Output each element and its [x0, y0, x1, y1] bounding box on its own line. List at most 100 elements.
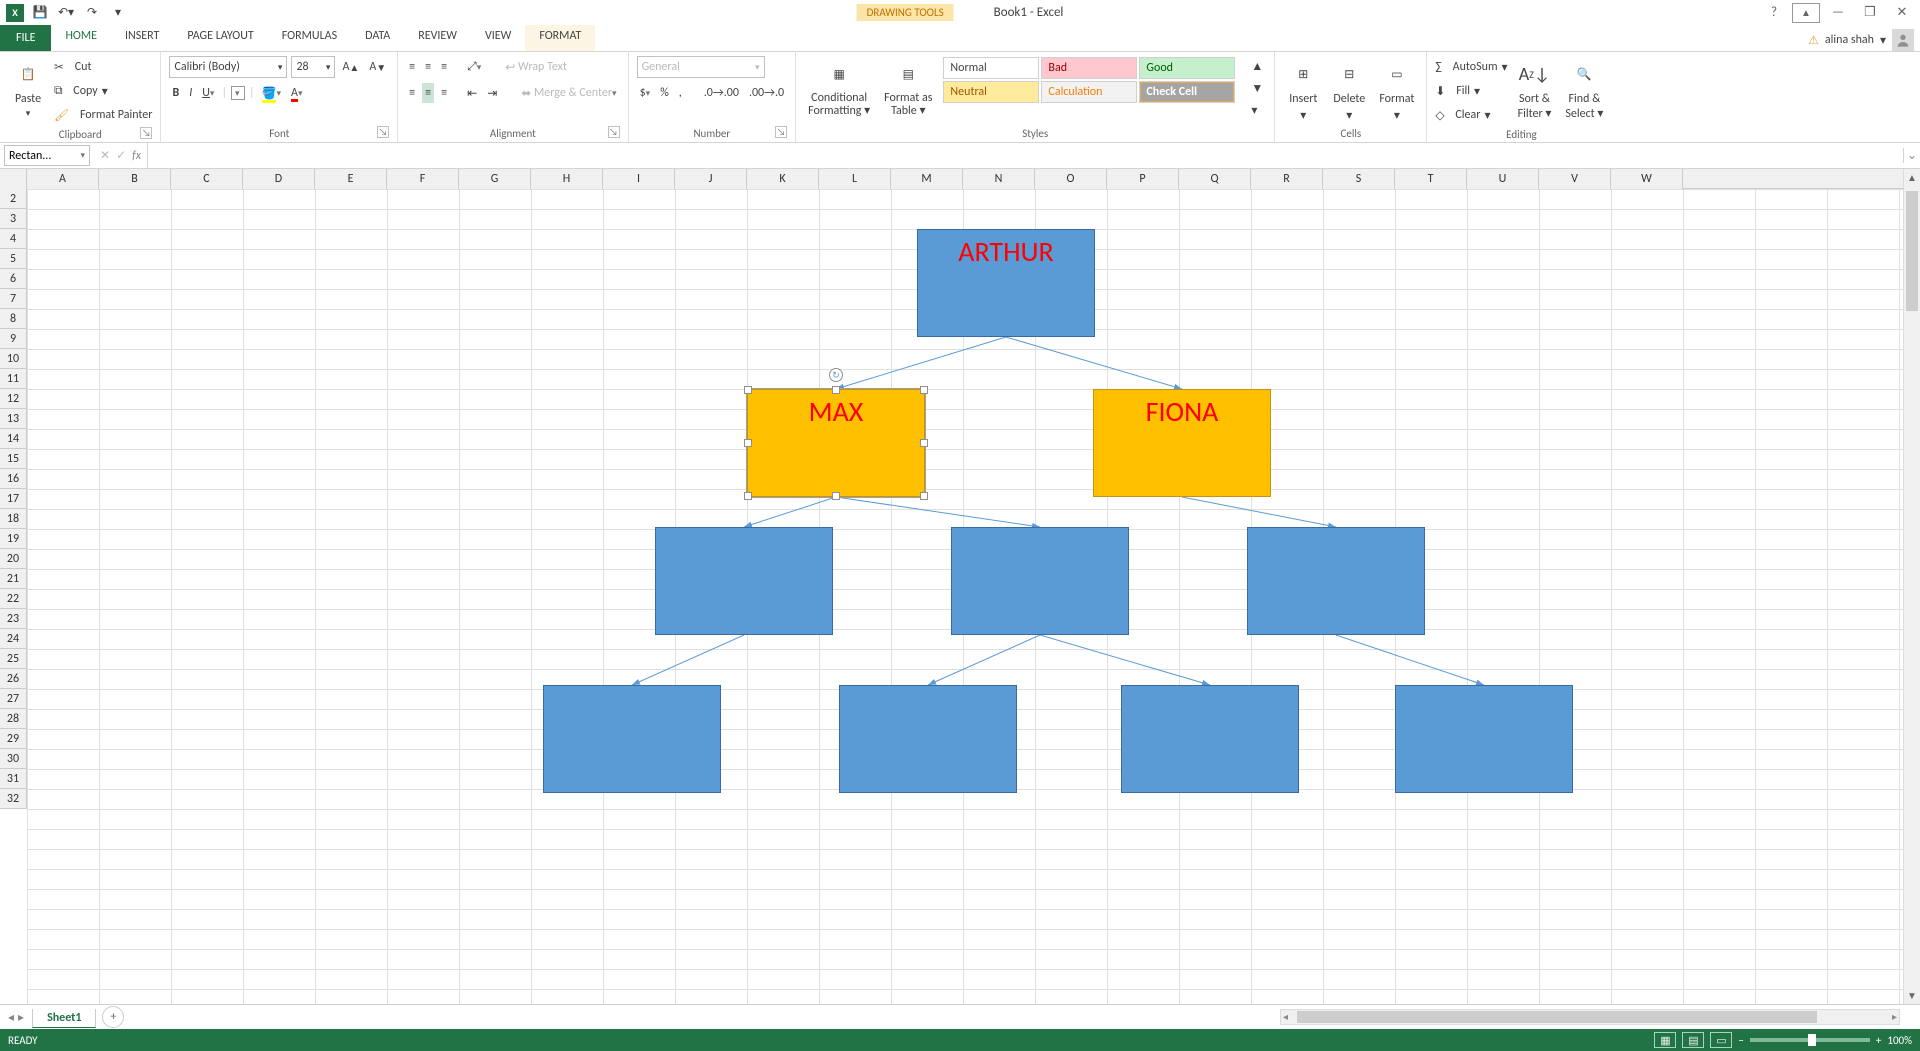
horizontal-scroll-thumb[interactable] — [1297, 1011, 1817, 1023]
vertical-scroll-thumb[interactable] — [1906, 191, 1918, 311]
qat-undo[interactable]: ↶▾ — [56, 3, 76, 23]
column-header-Q[interactable]: Q — [1179, 169, 1251, 189]
format-painter-button[interactable]: 🖌 Format Painter — [54, 104, 152, 126]
style-good[interactable]: Good — [1139, 57, 1235, 79]
border-button[interactable] — [231, 86, 245, 100]
fx-button[interactable]: fx — [132, 149, 141, 163]
horizontal-scrollbar[interactable]: ◂ ▸ — [1280, 1009, 1900, 1025]
comma-button[interactable]: , — [676, 83, 685, 103]
align-bottom-button[interactable]: ≡ — [438, 57, 450, 77]
row-header-31[interactable]: 31 — [0, 769, 26, 789]
row-header-17[interactable]: 17 — [0, 489, 26, 509]
view-page-break-button[interactable]: ▭ — [1710, 1032, 1732, 1048]
vertical-scrollbar[interactable]: ▲ ▼ — [1903, 169, 1920, 1004]
font-size-combo[interactable]: 28▾ — [291, 56, 335, 78]
tab-review[interactable]: REVIEW — [404, 25, 471, 51]
column-header-E[interactable]: E — [315, 169, 387, 189]
row-header-14[interactable]: 14 — [0, 429, 26, 449]
decrease-font-button[interactable]: A▼ — [366, 57, 389, 77]
row-header-21[interactable]: 21 — [0, 569, 26, 589]
qat-customize[interactable]: ▾ — [108, 3, 128, 23]
styles-more[interactable]: ▾ — [1248, 100, 1266, 120]
minimize-button[interactable]: — — [1824, 3, 1852, 23]
zoom-level[interactable]: 100% — [1887, 1034, 1912, 1047]
align-right-button[interactable]: ≡ — [438, 83, 450, 103]
row-header-23[interactable]: 23 — [0, 609, 26, 629]
tab-view[interactable]: VIEW — [471, 25, 525, 51]
shape-g1[interactable] — [543, 685, 721, 793]
row-header-8[interactable]: 8 — [0, 309, 26, 329]
orientation-button[interactable]: ⤢ — [464, 57, 484, 77]
font-name-combo[interactable]: Calibri (Body)▾ — [169, 56, 287, 78]
column-header-I[interactable]: I — [603, 169, 675, 189]
row-header-10[interactable]: 10 — [0, 349, 26, 369]
selection-handle[interactable] — [744, 386, 752, 394]
row-header-18[interactable]: 18 — [0, 509, 26, 529]
close-button[interactable]: ✕ — [1888, 3, 1916, 23]
clipboard-launcher[interactable]: ↘ — [140, 127, 152, 139]
align-center-button[interactable]: ≡ — [422, 83, 434, 103]
column-header-K[interactable]: K — [747, 169, 819, 189]
fill-button[interactable]: ⬇ Fill ▾ — [1435, 80, 1507, 102]
column-header-O[interactable]: O — [1035, 169, 1107, 189]
align-top-button[interactable]: ≡ — [406, 57, 418, 77]
column-header-V[interactable]: V — [1539, 169, 1611, 189]
column-header-R[interactable]: R — [1251, 169, 1323, 189]
selection-handle[interactable] — [920, 492, 928, 500]
view-page-layout-button[interactable]: ▤ — [1682, 1032, 1704, 1048]
selection-handle[interactable] — [744, 439, 752, 447]
formula-input[interactable] — [148, 143, 1903, 168]
row-header-32[interactable]: 32 — [0, 789, 26, 809]
paste-button[interactable]: 📋 Paste▾ — [8, 56, 48, 121]
increase-decimal-button[interactable]: .0→.00 — [701, 83, 742, 103]
format-cells-button[interactable]: ▭Format▾ — [1375, 56, 1418, 125]
formula-expand[interactable]: ⌄ — [1903, 148, 1920, 163]
column-header-D[interactable]: D — [243, 169, 315, 189]
accounting-format-button[interactable]: $ — [637, 83, 654, 103]
row-header-15[interactable]: 15 — [0, 449, 26, 469]
column-header-T[interactable]: T — [1395, 169, 1467, 189]
align-middle-button[interactable]: ≡ — [422, 57, 434, 77]
rotation-handle[interactable]: ↻ — [829, 368, 843, 382]
row-header-12[interactable]: 12 — [0, 389, 26, 409]
row-header-24[interactable]: 24 — [0, 629, 26, 649]
wrap-text-button[interactable]: ↩ Wrap Text — [502, 57, 570, 77]
row-header-6[interactable]: 6 — [0, 269, 26, 289]
align-left-button[interactable]: ≡ — [406, 83, 418, 103]
number-format-combo[interactable]: General▾ — [637, 56, 765, 78]
column-header-W[interactable]: W — [1611, 169, 1683, 189]
format-as-table-button[interactable]: ▤ Format asTable ▾ — [880, 56, 936, 120]
tab-formulas[interactable]: FORMULAS — [268, 25, 351, 51]
style-neutral[interactable]: Neutral — [943, 81, 1039, 103]
row-header-4[interactable]: 4 — [0, 229, 26, 249]
row-header-25[interactable]: 25 — [0, 649, 26, 669]
sheet-nav-first[interactable]: ◂ — [8, 1010, 14, 1025]
decrease-decimal-button[interactable]: .00→.0 — [746, 83, 787, 103]
styles-scroll-down[interactable]: ▼ — [1248, 78, 1266, 98]
row-header-3[interactable]: 3 — [0, 209, 26, 229]
tab-insert[interactable]: INSERT — [111, 25, 173, 51]
shape-c3[interactable] — [1247, 527, 1425, 635]
column-header-J[interactable]: J — [675, 169, 747, 189]
zoom-out-button[interactable]: − — [1738, 1034, 1743, 1047]
row-header-19[interactable]: 19 — [0, 529, 26, 549]
tab-home[interactable]: HOME — [51, 25, 111, 51]
ribbon-options-button[interactable]: ▲ — [1792, 3, 1820, 23]
account-menu[interactable]: ⚠ alina shah ▾ — [1802, 29, 1920, 51]
select-all-corner[interactable] — [0, 169, 27, 189]
selection-handle[interactable] — [744, 492, 752, 500]
row-header-11[interactable]: 11 — [0, 369, 26, 389]
help-button[interactable]: ? — [1760, 3, 1788, 23]
row-header-29[interactable]: 29 — [0, 729, 26, 749]
column-header-S[interactable]: S — [1323, 169, 1395, 189]
style-calculation[interactable]: Calculation — [1041, 81, 1137, 103]
shape-c1[interactable] — [655, 527, 833, 635]
row-header-20[interactable]: 20 — [0, 549, 26, 569]
shape-g2[interactable] — [839, 685, 1017, 793]
underline-button[interactable]: U — [199, 83, 217, 103]
column-header-C[interactable]: C — [171, 169, 243, 189]
row-header-2[interactable]: 2 — [0, 189, 26, 209]
conditional-formatting-button[interactable]: ▦ ConditionalFormatting ▾ — [804, 56, 874, 120]
copy-button[interactable]: ⧉ Copy ▾ — [54, 80, 152, 102]
alignment-launcher[interactable]: ↘ — [608, 126, 620, 138]
